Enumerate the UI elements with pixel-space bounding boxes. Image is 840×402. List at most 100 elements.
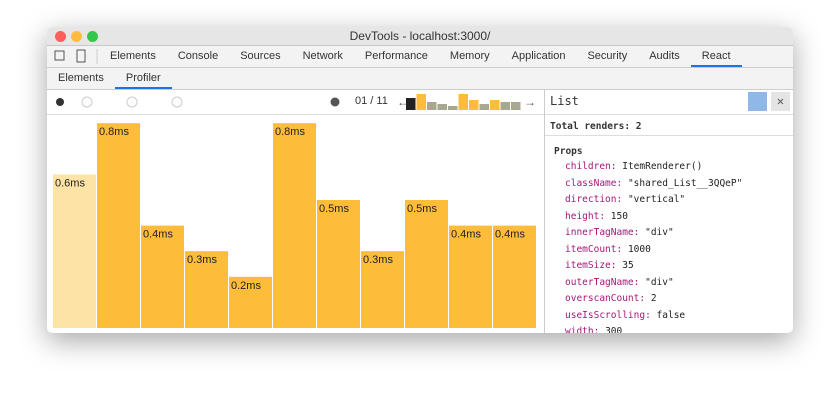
- commit-index: 01 / 11: [355, 95, 388, 107]
- prop-key: itemSize:: [565, 260, 617, 271]
- mini-commit-bar[interactable]: [427, 102, 437, 110]
- total-renders: Total renders: 2: [550, 121, 642, 132]
- window-title: DevTools - localhost:3000/: [349, 29, 491, 43]
- prop-key: overscanCount:: [565, 293, 646, 304]
- prop-value: 2: [650, 293, 657, 304]
- tab[interactable]: Application: [511, 50, 566, 62]
- zoom-button[interactable]: [87, 31, 98, 42]
- prop-row: width: 300: [565, 326, 622, 333]
- prop-value: 300: [605, 326, 623, 333]
- commit-label: 0.2ms: [231, 280, 261, 292]
- tab[interactable]: Sources: [240, 50, 281, 62]
- mini-commit-bar[interactable]: [511, 102, 521, 110]
- prop-value: 150: [610, 210, 628, 222]
- commit-label: 0.4ms: [495, 229, 525, 241]
- title-bar: DevTools - localhost:3000/: [47, 27, 793, 46]
- devtools-window: DevTools - localhost:3000/ Elements Conso…: [47, 27, 793, 333]
- tab[interactable]: Elements: [110, 50, 156, 62]
- prop-value: ItemRenderer(): [622, 161, 703, 172]
- prop-row: outerTagName: "div": [565, 277, 674, 288]
- commit-bar[interactable]: [141, 225, 184, 328]
- commit-label: 0.3ms: [187, 254, 217, 266]
- tab[interactable]: Console: [177, 50, 219, 62]
- prop-row: overscanCount: 2: [565, 293, 657, 304]
- mini-commit-bar[interactable]: [500, 102, 511, 110]
- commit-label: 0.4ms: [451, 229, 481, 241]
- details-pane: List ✕ Total renders: 2 Props children: …: [544, 89, 793, 333]
- commit-label: 0.6ms: [55, 177, 85, 189]
- prop-key: itemCount:: [565, 243, 623, 255]
- prop-key: innerTagName:: [565, 227, 640, 238]
- commit-bar[interactable]: [273, 123, 316, 328]
- prop-row: itemSize: 35: [565, 260, 634, 271]
- prop-value: "div": [645, 227, 674, 238]
- subtab[interactable]: Elements: [58, 72, 104, 84]
- profiler-toolbar: ← → 01 / 11: [47, 89, 544, 115]
- prop-row: itemCount: 1000: [565, 244, 651, 255]
- commit-bar[interactable]: [185, 251, 228, 328]
- close-panel[interactable]: ✕: [771, 92, 790, 111]
- props-heading: Props: [554, 146, 583, 157]
- commit-label: 0.5ms: [319, 203, 349, 215]
- prop-row: children: ItemRenderer(): [565, 161, 702, 172]
- commit-bar[interactable]: [53, 174, 96, 328]
- commit-bar[interactable]: [493, 225, 536, 328]
- prop-key: useIsScrolling:: [565, 309, 651, 321]
- mini-commit-bar[interactable]: [437, 104, 448, 110]
- prop-row: direction: "vertical": [565, 194, 685, 205]
- commit-label: 0.8ms: [275, 126, 305, 138]
- subtab[interactable]: Profiler: [114, 68, 172, 89]
- toolbar-graphics: ← →: [56, 94, 536, 110]
- subtab-bar: Elements Profiler: [47, 68, 793, 90]
- prop-key: height:: [565, 210, 606, 222]
- commit-label: 0.3ms: [363, 254, 393, 266]
- tab[interactable]: Memory: [449, 50, 490, 62]
- svg-text:→: →: [524, 95, 536, 109]
- prop-row: innerTagName: "div": [565, 227, 674, 238]
- prop-key: width:: [565, 326, 600, 333]
- mini-commit-bar[interactable]: [458, 94, 469, 110]
- tab[interactable]: Network: [302, 50, 343, 62]
- tool-icons: [54, 49, 98, 64]
- prop-value: "vertical": [627, 194, 686, 205]
- prop-value: "shared_List__3QQeP": [627, 177, 743, 189]
- commit-bar[interactable]: [97, 123, 140, 328]
- commit-label: 0.4ms: [143, 229, 173, 241]
- minimize-button[interactable]: [71, 31, 82, 42]
- prop-row: className: "shared_List__3QQeP": [565, 178, 742, 189]
- mini-commit-bar[interactable]: [479, 104, 490, 110]
- mini-commit-bar[interactable]: [416, 94, 427, 110]
- tab[interactable]: Performance: [364, 50, 428, 62]
- prop-value: "div": [645, 276, 674, 288]
- tab-bar: Elements Console Sources Network Performance…: [47, 46, 793, 68]
- chart-toggle[interactable]: [748, 92, 767, 111]
- mini-commit-bar[interactable]: [490, 100, 500, 110]
- close-button[interactable]: [55, 31, 66, 42]
- profiler-pane: ← → 01 / 11 0.6ms 0.8ms 0.4ms 0.3ms 0.2ms 0.8m…: [47, 89, 544, 333]
- prop-row: useIsScrolling: false: [565, 310, 685, 321]
- commit-label: 0.5ms: [407, 203, 437, 215]
- commit-bar[interactable]: [317, 200, 360, 328]
- prop-value: 1000: [627, 243, 651, 255]
- commit-bar[interactable]: [449, 225, 492, 328]
- prop-key: className:: [565, 177, 623, 189]
- prop-key: outerTagName:: [565, 276, 640, 288]
- prop-value: false: [656, 309, 686, 321]
- prop-key: direction:: [565, 194, 623, 205]
- mini-commit-bar[interactable]: [406, 98, 416, 110]
- commit-bar[interactable]: [229, 276, 272, 328]
- tab[interactable]: Audits: [649, 50, 680, 62]
- details-header: List ✕: [545, 89, 793, 115]
- tab[interactable]: React: [690, 46, 742, 67]
- mini-commit-bar[interactable]: [448, 106, 458, 110]
- mini-commit-bar[interactable]: [469, 100, 479, 110]
- prop-key: children:: [565, 161, 617, 172]
- flame-chart: 0.6ms 0.8ms 0.4ms 0.3ms 0.2ms 0.8ms 0.5ms 0.3ms…: [53, 123, 536, 328]
- commit-bar[interactable]: [361, 251, 404, 328]
- commit-bar[interactable]: [405, 200, 448, 328]
- tab[interactable]: Security: [587, 50, 628, 62]
- commit-label: 0.8ms: [99, 126, 129, 138]
- component-name: List: [550, 94, 579, 108]
- prop-value: 35: [622, 260, 634, 271]
